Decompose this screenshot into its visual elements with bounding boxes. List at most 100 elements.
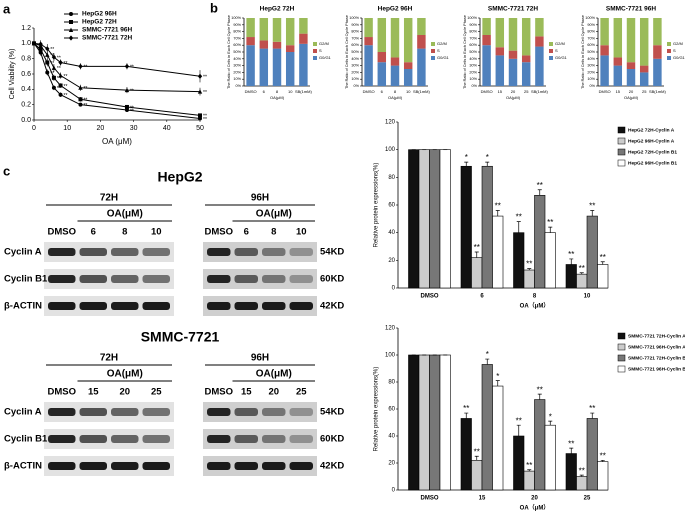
bar-segment [508,18,518,51]
lane-label: 6 [244,227,249,238]
blot-band [48,462,76,470]
bar [418,354,430,491]
y-tick-label: 30% [351,64,359,68]
legend-swatch [667,49,671,53]
blot-band [111,462,139,470]
marker [78,97,83,102]
lane-label: 8 [271,227,276,238]
bar-segment [299,43,308,86]
blot-band [234,302,258,310]
marker [58,73,63,78]
y-axis-label: The Ratio of Cells in Each Cell Cycle Ph… [227,15,231,89]
size-label: 54KD [320,407,344,418]
x-tick-label: 50 [196,125,204,132]
y-tick-label: 100 [385,353,396,359]
y-tick-label: 50% [469,50,477,54]
x-tick-label: 15 [498,89,503,94]
x-axis-label: OA（μM） [520,302,550,310]
bar [576,476,588,491]
y-tick-label: 90% [587,23,595,27]
bar-segment [600,45,609,56]
significance: ** [516,416,522,425]
legend-label: G2/M [673,41,683,46]
y-axis-label: Relative protein expressions(%) [374,163,380,248]
bar-segment [508,50,518,59]
significance: ** [568,250,574,259]
blot-band [142,435,170,443]
y-tick-label: 90% [233,23,241,27]
bar-segment [246,37,255,46]
significance: ** [203,90,207,96]
y-tick-label: 100% [349,16,359,20]
legend-label: G2/M [555,41,565,46]
y-tick-label: 20% [233,70,241,74]
significance: ** [83,98,87,104]
marker [45,46,50,52]
marker [51,85,56,90]
y-tick-label: 40 [388,434,395,440]
marker [197,89,203,94]
blot-band [111,248,139,256]
blot-band [289,435,313,443]
blot-band [262,408,286,416]
x-tick-label: 15 [479,496,486,502]
legend-swatch [431,49,435,53]
bar [492,215,504,289]
blot-strip [203,296,317,316]
lane-label: 10 [151,227,162,238]
bar-segment [521,18,531,56]
bar [597,264,609,289]
group-title: 96H [251,193,269,204]
size-label: 60KD [320,274,344,285]
bar [513,232,525,289]
bar [544,232,556,289]
bar-segment [535,46,544,86]
x-tick-label: 6 [263,89,266,94]
category-group-label: OA(μM) [270,95,285,100]
blot-band [289,275,313,283]
error-bar [569,258,574,265]
y-axis-label: The Ratio of Cells in Each Cell Cycle Ph… [463,15,467,89]
significance: ** [203,114,207,120]
x-tick-label: DMSO [363,89,375,94]
significance: ** [474,243,480,252]
legend-swatch [549,42,553,46]
bar-segment [364,45,373,86]
y-tick-label: 1.2 [21,25,31,32]
marker [198,113,202,118]
category-group-label: OA(μM) [506,95,521,100]
y-tick-label: 10% [351,77,359,81]
significance: ** [203,75,207,81]
bar-segment [259,40,269,49]
significance: ** [589,202,595,211]
bar [597,461,609,491]
bar-segment [495,47,505,56]
lane-label: 6 [91,227,96,238]
y-tick-label: 0 [392,488,396,494]
blot-band [142,275,170,283]
bar [586,418,598,491]
blot-strip [44,456,174,476]
blot-band [289,408,313,416]
lane-label: 25 [151,387,162,398]
legend-label: SMMC-7721 72H-Cyclin B1 [628,355,685,361]
y-tick-label: 60% [351,43,359,47]
chart-title: SMMC-7721 72H [488,6,539,13]
bar-segment [390,65,400,86]
blot-band [79,462,107,470]
x-tick-label: 10 [406,89,411,94]
marker [31,40,37,46]
bar [523,269,535,289]
significance: ** [579,264,585,273]
y-tick-label: 20% [469,70,477,74]
bar-segment [653,18,662,46]
error-bar [569,447,574,454]
significance: ** [463,404,469,413]
x-tick-label: 6 [381,89,384,94]
x-tick-label: 8 [533,294,537,300]
x-tick-label: DMSO [421,294,439,300]
blot-band [234,435,258,443]
marker [124,63,130,69]
bar-segment [259,18,269,41]
lane-label: 20 [119,387,130,398]
